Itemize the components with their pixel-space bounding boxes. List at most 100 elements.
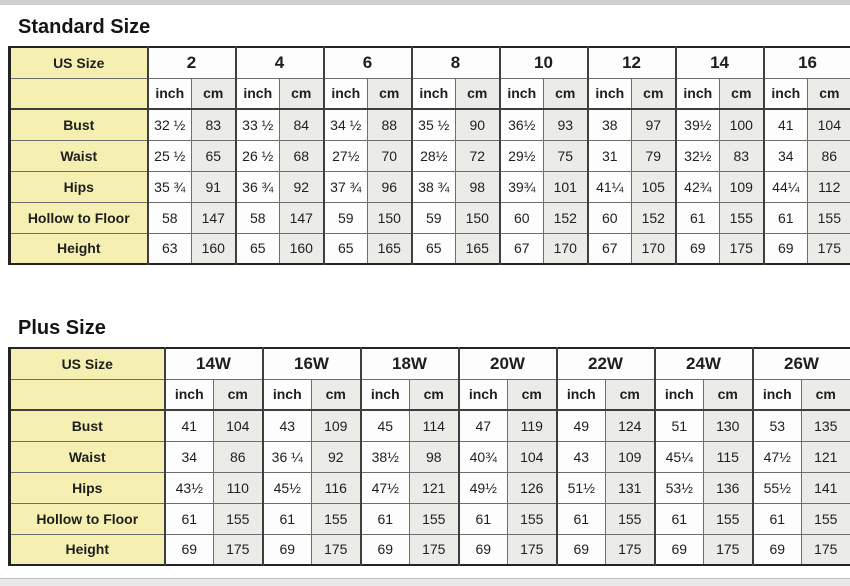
measurement-row: Bust 41 104 43 109 45 114 47 119 49 124 51 130 53 135: [9, 409, 850, 442]
row-label-cell: Waist: [9, 139, 148, 172]
measurement-cell: 35 ½: [410, 108, 456, 141]
measurement-cell: 83: [191, 108, 236, 141]
measurement-cell: 155: [703, 502, 753, 535]
measurement-cell: 105: [631, 170, 677, 203]
measurement-cell: 59: [410, 201, 456, 234]
measurement-cell: 69: [762, 232, 809, 265]
row-label-cell: Hollow to Floor: [9, 201, 148, 234]
unit-header-cell: inch: [751, 378, 802, 411]
measurement-cell: 175: [507, 533, 557, 566]
size-header-cell: 14: [674, 46, 765, 79]
measurement-cell: 45½: [261, 471, 312, 504]
measurement-cell: 109: [311, 409, 361, 442]
measurement-cell: 60: [586, 201, 633, 234]
measurement-row: Hollow to Floor 61 155 61 155 61 155 61 155 61 155…: [9, 502, 850, 535]
measurement-row: Height 69 175 69 175 69 175 69 175 69 175 69 175 69 17…: [9, 533, 850, 566]
measurement-cell: 29½: [498, 139, 544, 172]
measurement-cell: 51½: [555, 471, 606, 504]
measurement-cell: 67: [498, 232, 544, 265]
standard-size-title: Standard Size: [18, 16, 151, 38]
unit-header-cell: inch: [457, 378, 508, 411]
measurement-cell: 150: [455, 201, 500, 234]
measurement-cell: 100: [719, 108, 765, 141]
unit-header-cell: cm: [807, 77, 850, 110]
measurement-row: Hollow to Floor 58 147 58 147 59 150 59 150 60 152…: [9, 201, 850, 234]
measurement-cell: 53: [751, 409, 802, 442]
measurement-cell: 147: [279, 201, 324, 234]
measurement-cell: 67: [586, 232, 633, 265]
measurement-cell: 175: [801, 533, 850, 566]
measurement-cell: 41¼: [586, 170, 633, 203]
measurement-cell: 61: [457, 502, 508, 535]
measurement-cell: 170: [542, 232, 589, 265]
us-size-header-cell: US Size: [9, 347, 165, 380]
measurement-cell: 47: [457, 409, 508, 442]
measurement-cell: 175: [605, 533, 655, 566]
measurement-cell: 65: [322, 232, 368, 265]
measurement-cell: 165: [455, 232, 500, 265]
measurement-cell: 175: [311, 533, 361, 566]
measurement-cell: 86: [213, 440, 263, 473]
measurement-cell: 43: [555, 440, 606, 473]
unit-header-cell: inch: [261, 378, 312, 411]
measurement-row: Bust 32 ½ 83 33 ½ 84 34 ½ 88 35 ½ 90 36½ 93 38 97 39½…: [9, 108, 850, 141]
measurement-cell: 61: [261, 502, 312, 535]
measurement-cell: 136: [703, 471, 753, 504]
measurement-cell: 69: [751, 533, 802, 566]
unit-header-cell: cm: [542, 77, 589, 110]
measurement-cell: 61: [163, 502, 214, 535]
measurement-cell: 160: [279, 232, 324, 265]
measurement-cell: 69: [457, 533, 508, 566]
measurement-cell: 61: [653, 502, 704, 535]
measurement-cell: 175: [703, 533, 753, 566]
measurement-cell: 155: [507, 502, 557, 535]
measurement-cell: 150: [367, 201, 412, 234]
measurement-cell: 155: [807, 201, 850, 234]
measurement-cell: 97: [631, 108, 677, 141]
measurement-cell: 126: [507, 471, 557, 504]
measurement-cell: 98: [455, 170, 500, 203]
measurement-cell: 34 ½: [322, 108, 368, 141]
measurement-cell: 61: [674, 201, 721, 234]
measurement-cell: 25 ½: [146, 139, 192, 172]
measurement-cell: 61: [751, 502, 802, 535]
unit-header-cell: inch: [674, 77, 721, 110]
measurement-cell: 135: [801, 409, 850, 442]
size-header-row: US Size 2 4 6 8 10 12 14 16: [9, 46, 850, 79]
measurement-cell: 86: [807, 139, 850, 172]
measurement-cell: 115: [703, 440, 753, 473]
measurement-cell: 43: [261, 409, 312, 442]
measurement-cell: 36 ¼: [261, 440, 312, 473]
unit-header-cell: cm: [311, 378, 361, 411]
plus-size-table: US Size 14W 16W 18W 20W 22W 24W 26W inch cm inch cm…: [8, 347, 850, 566]
unit-header-cell: cm: [703, 378, 753, 411]
unit-header-cell: cm: [191, 77, 236, 110]
measurement-cell: 152: [631, 201, 677, 234]
unit-header-cell: inch: [234, 77, 280, 110]
measurement-cell: 44¼: [762, 170, 809, 203]
measurement-cell: 155: [311, 502, 361, 535]
measurement-cell: 35 ¾: [146, 170, 192, 203]
unit-header-cell: inch: [146, 77, 192, 110]
standard-size-table: US Size 2 4 6 8 10 12 14 16 inch cm inch cm inch cm inc…: [8, 46, 850, 265]
measurement-cell: 98: [409, 440, 459, 473]
measurement-cell: 49½: [457, 471, 508, 504]
size-header-cell: 10: [498, 46, 589, 79]
measurement-cell: 69: [674, 232, 721, 265]
row-label-cell: Hips: [9, 170, 148, 203]
measurement-cell: 155: [213, 502, 263, 535]
measurement-cell: 96: [367, 170, 412, 203]
measurement-cell: 39½: [674, 108, 721, 141]
measurement-cell: 112: [807, 170, 850, 203]
unit-header-cell: inch: [586, 77, 633, 110]
size-chart-page: Standard Size US Size 2 4 6 8 10 12 14 16 inch cm i…: [0, 5, 850, 566]
size-header-cell: 16: [762, 46, 850, 79]
measurement-cell: 65: [234, 232, 280, 265]
measurement-cell: 41: [163, 409, 214, 442]
measurement-cell: 121: [409, 471, 459, 504]
measurement-row: Hips 35 ¾ 91 36 ¾ 92 37 ¾ 96 38 ¾ 98 39¾ 101 41¼ 105…: [9, 170, 850, 203]
size-header-row: US Size 14W 16W 18W 20W 22W 24W 26W: [9, 347, 850, 380]
unit-header-cell: inch: [555, 378, 606, 411]
measurement-cell: 53½: [653, 471, 704, 504]
measurement-cell: 75: [542, 139, 589, 172]
